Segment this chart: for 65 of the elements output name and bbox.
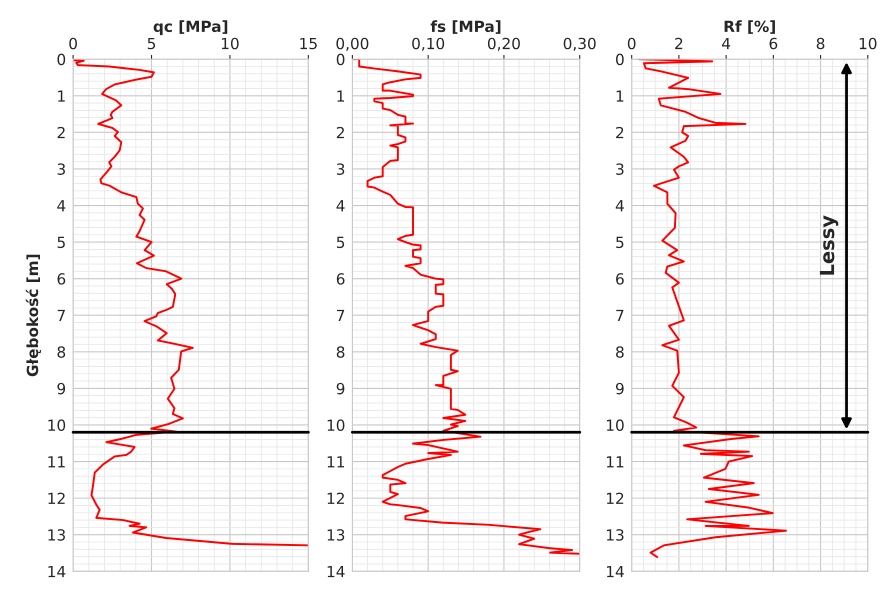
y-tick-label: 5 [616, 236, 624, 248]
y-tick-label: 8 [57, 346, 66, 358]
y-tick-label: 2 [58, 126, 65, 138]
x-tick-label: 6 [770, 38, 778, 50]
y-tick-label: 14 [328, 566, 345, 578]
x-tick-label: 8 [816, 38, 824, 50]
y-tick-label: 0 [616, 54, 624, 66]
y-tick-label: 6 [58, 273, 66, 285]
x-tick-label: 0 [69, 38, 77, 50]
x-axis-title: Rf [%] [724, 20, 775, 34]
y-tick-label: 12 [48, 492, 65, 504]
annotation: Lessy [820, 215, 838, 275]
y-tick-label: 0 [57, 54, 66, 66]
y-tick-label: 6 [336, 273, 344, 285]
y-tick-label: 0 [336, 54, 344, 66]
y-tick-label: 8 [616, 346, 624, 358]
y-tick-label: 10 [48, 419, 66, 431]
y-tick-label: 7 [58, 310, 65, 322]
y-axis-title: Głębokość [m] [26, 254, 41, 376]
x-tick-label: 0,30 [564, 38, 596, 51]
x-tick-label: 2 [675, 38, 682, 50]
y-tick-label: 1 [58, 90, 65, 102]
y-tick-label: 14 [606, 566, 624, 578]
y-tick-label: 1 [337, 90, 344, 102]
y-tick-label: 13 [606, 529, 624, 541]
x-tick-label: 0,10 [412, 38, 444, 51]
y-tick-label: 4 [57, 200, 66, 212]
x-tick-label: 4 [722, 38, 730, 50]
x-tick-label: 10 [222, 38, 239, 50]
y-tick-label: 3 [336, 163, 344, 175]
x-tick-label: 10 [860, 38, 876, 50]
y-tick-label: 7 [616, 310, 624, 322]
y-tick-label: 14 [48, 566, 66, 578]
y-tick-label: 12 [328, 492, 344, 504]
y-tick-label: 6 [616, 273, 624, 285]
y-tick-label: 4 [336, 200, 345, 212]
y-tick-label: 11 [48, 456, 65, 468]
x-tick-label: 5 [148, 38, 156, 50]
y-tick-label: 12 [606, 492, 624, 504]
line-series [73, 59, 308, 546]
y-tick-label: 2 [616, 126, 624, 138]
y-tick-label: 11 [606, 456, 624, 468]
y-tick-label: 9 [336, 382, 344, 394]
y-tick-label: 3 [58, 163, 65, 175]
x-axis-title: fs [MPa] [430, 20, 500, 34]
y-tick-label: 10 [606, 419, 624, 431]
x-tick-label: 0,20 [488, 38, 520, 51]
y-tick-label: 11 [328, 456, 344, 468]
x-tick-label: 15 [300, 38, 317, 50]
y-tick-label: 10 [328, 419, 344, 431]
y-tick-label: 5 [336, 236, 344, 248]
y-tick-label: 7 [336, 310, 344, 322]
y-tick-label: 2 [336, 126, 344, 138]
x-tick-label: 0,00 [336, 38, 368, 51]
y-tick-label: 4 [616, 200, 624, 212]
y-tick-label: 9 [57, 382, 66, 394]
x-tick-label: 0 [628, 38, 636, 50]
y-tick-label: 8 [336, 346, 344, 358]
y-tick-label: 3 [616, 163, 624, 175]
x-axis-title: qc [MPa] [154, 20, 228, 36]
y-tick-label: 9 [616, 382, 624, 394]
y-tick-label: 13 [328, 529, 344, 541]
y-tick-label: 5 [58, 236, 65, 248]
y-tick-label: 1 [616, 90, 624, 102]
y-tick-label: 13 [48, 529, 65, 541]
